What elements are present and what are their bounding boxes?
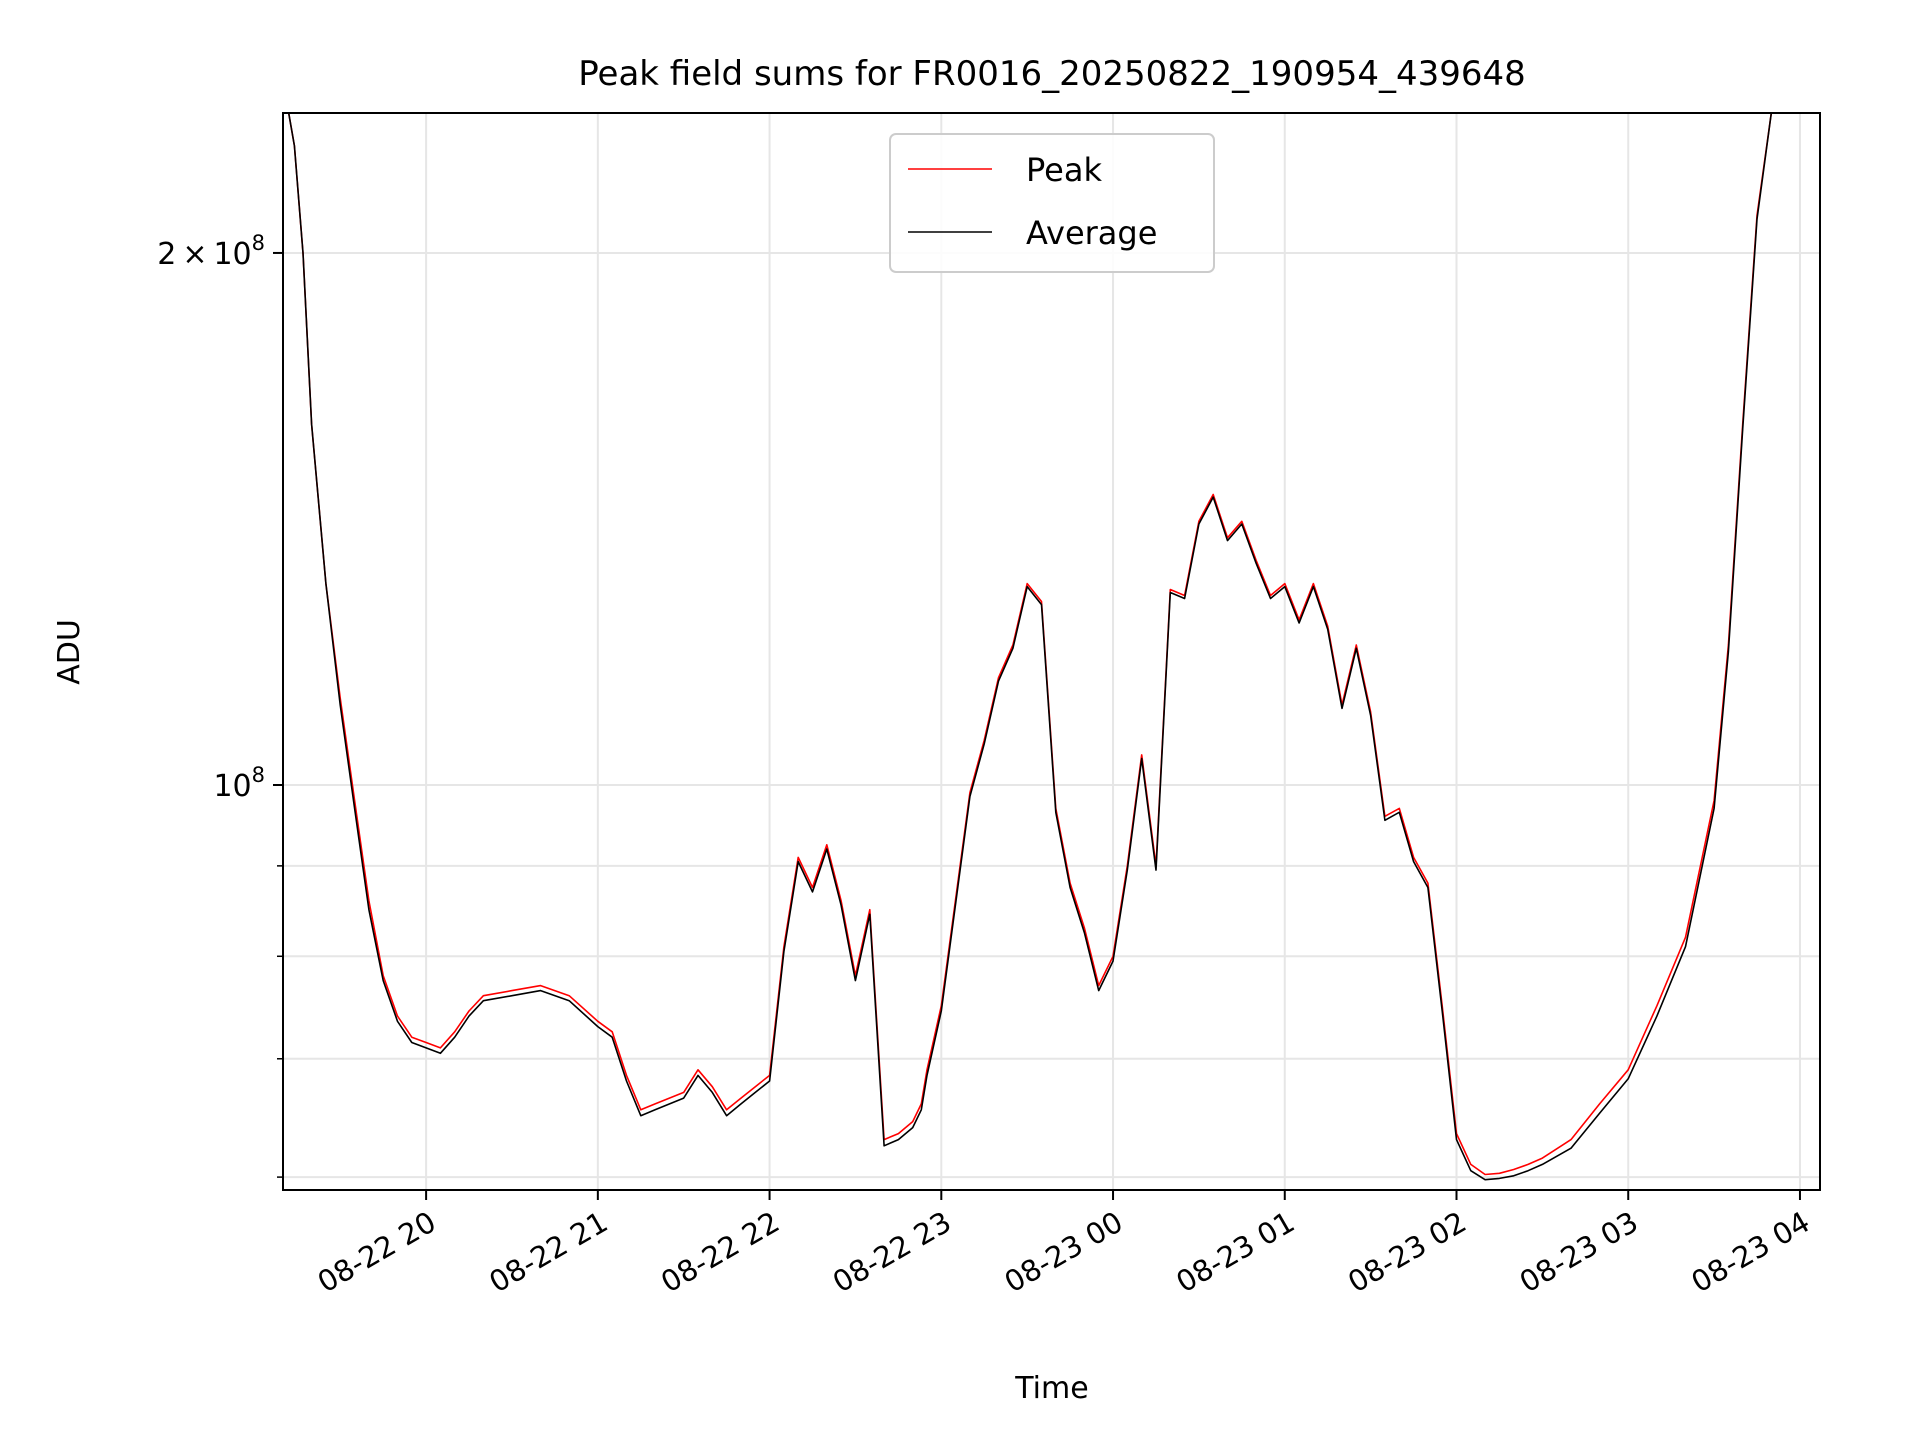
series-line-average [283,113,1800,1181]
legend-average-label: Average [1026,214,1157,252]
chart-title: Peak field sums for FR0016_20250822_1909… [578,54,1526,94]
y-tick-label: 108 [213,763,265,804]
y-tick-mantissa: 10 [213,769,251,804]
plot-frame [282,112,1821,1191]
legend-peak-label: Peak [1026,151,1102,189]
y-tick-exponent: 8 [252,763,265,787]
y-tick-exponent: 8 [252,231,265,255]
y-tick-label: 2 × 108 [157,231,265,272]
legend: Peak Average [889,133,1215,273]
series-layer [283,113,1800,1181]
x-axis-label: Time [1014,1371,1088,1406]
y-axis-label: ADU [52,619,87,685]
y-tick-mantissa: 2 × 10 [157,237,251,272]
